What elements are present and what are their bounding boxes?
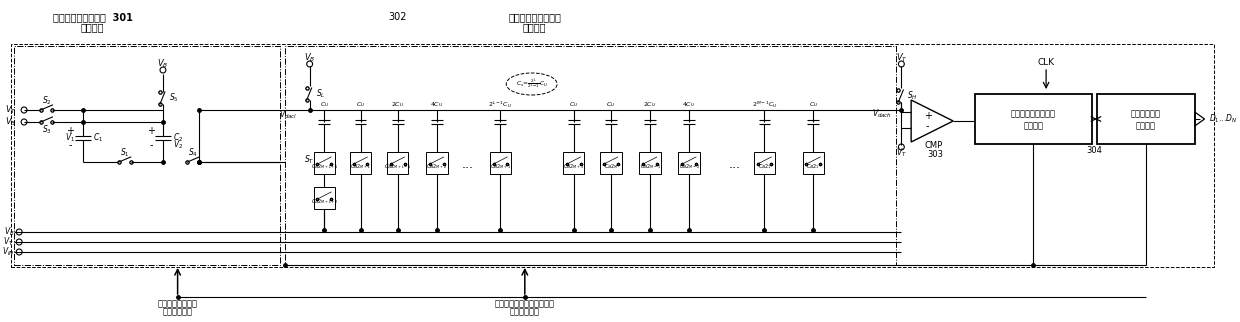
- Text: $2C_U$: $2C_U$: [644, 100, 657, 109]
- Text: -: -: [68, 140, 72, 150]
- Text: $C_U$: $C_U$: [320, 100, 329, 109]
- Bar: [350, 152, 371, 174]
- Text: $Ca2_M$: $Ca2_M$: [604, 163, 619, 171]
- Text: $V_B$: $V_B$: [157, 58, 169, 70]
- Text: -: -: [150, 140, 153, 150]
- Text: $S_L$: $S_L$: [315, 88, 325, 100]
- Text: 逻辑单元: 逻辑单元: [1023, 121, 1043, 130]
- Text: $Ca2_{M+1}$: $Ca2_{M+1}$: [490, 163, 511, 171]
- Text: $V_T$: $V_T$: [5, 104, 16, 116]
- Bar: [490, 152, 511, 174]
- Text: $2C_U$: $2C_U$: [391, 100, 404, 109]
- Text: $D_1$...$D_N$: $D_1$...$D_N$: [1209, 113, 1238, 125]
- Text: $Ca2_{M+L-1}$: $Ca2_{M+L-1}$: [384, 163, 412, 171]
- Text: ...: ...: [729, 157, 742, 171]
- Text: $C_s\!=\!\frac{2^L}{2^L\!-\!1}C_U$: $C_s\!=\!\frac{2^L}{2^L\!-\!1}C_U$: [516, 77, 548, 91]
- Text: $S_T$: $S_T$: [304, 154, 315, 166]
- Text: $V_T$: $V_T$: [897, 147, 906, 159]
- Text: $Ca2_{M+2}$: $Ca2_{M+2}$: [427, 163, 448, 171]
- Text: 开关控制信号: 开关控制信号: [162, 308, 192, 317]
- Text: 串行逐次逼近: 串行逐次逼近: [1131, 109, 1161, 118]
- Text: 开关控制信号: 开关控制信号: [510, 308, 539, 317]
- Bar: [754, 152, 775, 174]
- Text: $V_2$: $V_2$: [172, 139, 182, 151]
- Text: $Ca2_{M+L}$: $Ca2_{M+L}$: [350, 163, 371, 171]
- Bar: [314, 187, 335, 209]
- Bar: [285, 46, 897, 265]
- Text: $Ca2_{M-1}$: $Ca2_{M-1}$: [640, 163, 661, 171]
- Text: 304: 304: [1086, 146, 1102, 155]
- Text: 电容权重式逐次逼近: 电容权重式逐次逼近: [1011, 109, 1056, 118]
- Text: ...: ...: [463, 157, 474, 171]
- Bar: [975, 94, 1092, 144]
- Text: $V_B$: $V_B$: [5, 116, 16, 128]
- Bar: [1097, 94, 1195, 144]
- Text: $Ca2_1$: $Ca2_1$: [806, 163, 820, 171]
- Text: 串行数字模拟转换: 串行数字模拟转换: [157, 299, 197, 308]
- Text: 303: 303: [928, 149, 944, 158]
- Text: $Ca2_1$: $Ca2_1$: [758, 163, 771, 171]
- Text: $S_H$: $S_H$: [908, 90, 918, 102]
- Text: 逻辑单元: 逻辑单元: [1136, 121, 1156, 130]
- Text: $C_2$: $C_2$: [172, 132, 184, 144]
- Text: 转换单元: 转换单元: [523, 22, 547, 32]
- Text: $V_1$: $V_1$: [64, 132, 76, 144]
- Text: $4C_U$: $4C_U$: [430, 100, 444, 109]
- Text: $Ca2_{M-2}$: $Ca2_{M-2}$: [678, 163, 699, 171]
- Text: $S_4$: $S_4$: [188, 147, 198, 159]
- Text: $S_2$: $S_2$: [42, 95, 51, 107]
- Text: -: -: [926, 121, 930, 131]
- Bar: [427, 152, 448, 174]
- Text: $C_U$: $C_U$: [356, 100, 366, 109]
- Text: 转换单元: 转换单元: [81, 22, 104, 32]
- Bar: [802, 152, 825, 174]
- Text: $S_5$: $S_5$: [169, 92, 179, 104]
- Text: 302: 302: [388, 12, 407, 22]
- Bar: [314, 152, 335, 174]
- Text: CMP: CMP: [925, 140, 942, 149]
- Text: $V_{dach}$: $V_{dach}$: [872, 108, 892, 120]
- Text: $C_U$: $C_U$: [808, 100, 818, 109]
- Text: $V_B$: $V_B$: [304, 52, 315, 64]
- Text: $S_1$: $S_1$: [120, 147, 130, 159]
- Text: $C_U$: $C_U$: [606, 100, 615, 109]
- Text: $Ca2_{M+L+2}$: $Ca2_{M+L+2}$: [311, 198, 339, 206]
- Text: +: +: [66, 126, 74, 136]
- Text: $4C_U$: $4C_U$: [682, 100, 696, 109]
- Text: +: +: [148, 126, 155, 136]
- Bar: [600, 152, 621, 174]
- Text: $V_B$: $V_B$: [4, 226, 15, 238]
- Bar: [11, 44, 1214, 267]
- Bar: [678, 152, 699, 174]
- Text: $C_U$: $C_U$: [569, 100, 579, 109]
- Text: $2^{M-1}C_U$: $2^{M-1}C_U$: [751, 100, 777, 110]
- Bar: [563, 152, 584, 174]
- Bar: [15, 46, 280, 265]
- Text: $S_3$: $S_3$: [42, 124, 52, 136]
- Text: $V_T$: $V_T$: [895, 52, 908, 64]
- Text: $Ca2_{M+L+1}$: $Ca2_{M+L+1}$: [311, 163, 339, 171]
- Text: $V_T$: $V_T$: [4, 236, 15, 248]
- Bar: [387, 152, 408, 174]
- Text: 电容权重式数字模拟: 电容权重式数字模拟: [508, 12, 560, 22]
- Text: 电容权重式数字模拟转换器: 电容权重式数字模拟转换器: [495, 299, 554, 308]
- Text: CLK: CLK: [1038, 58, 1055, 67]
- Text: $Ca2_{M+1}$: $Ca2_{M+1}$: [563, 163, 584, 171]
- Text: $C_1$: $C_1$: [93, 132, 103, 144]
- Text: $2^{L-1}C_U$: $2^{L-1}C_U$: [489, 100, 512, 110]
- Text: $V_{IN}$: $V_{IN}$: [1, 246, 15, 258]
- Text: +: +: [924, 111, 931, 121]
- Bar: [640, 152, 661, 174]
- Text: $V_{dacl}$: $V_{dacl}$: [279, 109, 296, 121]
- Text: 串行电容式数字模拟  301: 串行电容式数字模拟 301: [52, 12, 133, 22]
